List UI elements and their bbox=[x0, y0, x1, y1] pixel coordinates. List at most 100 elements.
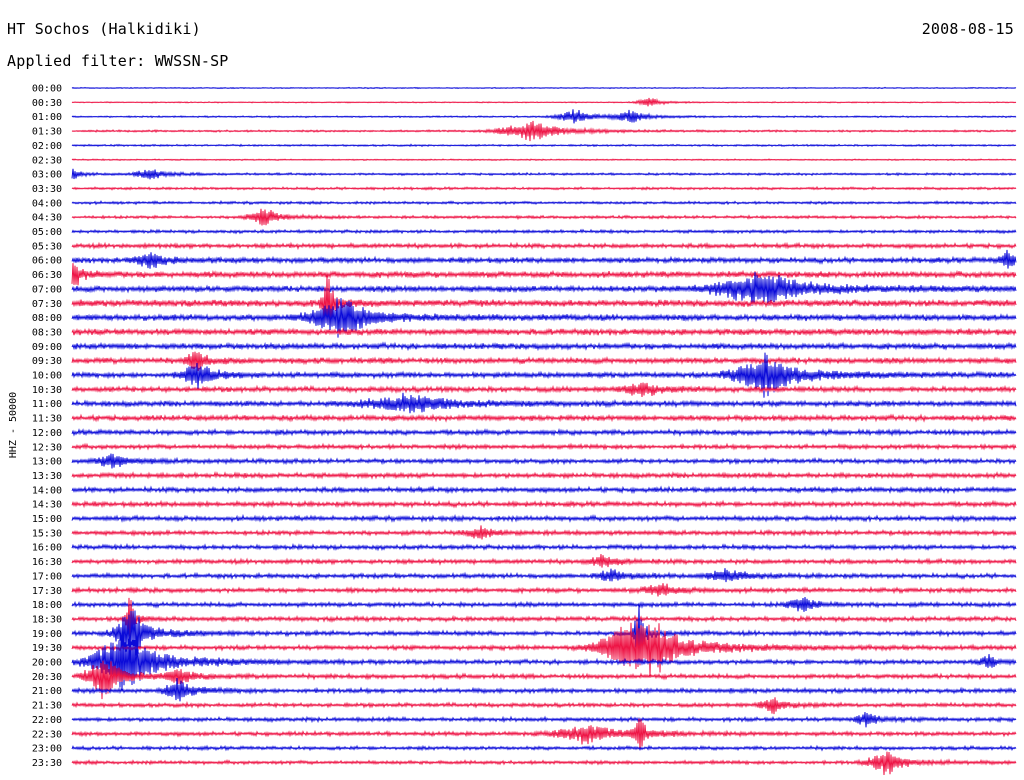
trace-row bbox=[71, 453, 1017, 469]
row-label: 03:30 bbox=[32, 184, 62, 195]
trace-row bbox=[71, 275, 1017, 326]
trace-row bbox=[71, 341, 1017, 352]
trace-row bbox=[71, 471, 1017, 480]
trace-row bbox=[71, 631, 1017, 692]
row-label: 07:00 bbox=[32, 284, 62, 295]
row-label: 23:00 bbox=[32, 744, 62, 755]
row-label: 16:30 bbox=[32, 557, 62, 568]
row-label: 14:00 bbox=[32, 485, 62, 496]
row-label: 05:00 bbox=[32, 227, 62, 238]
row-label: 18:00 bbox=[32, 600, 62, 611]
trace-row bbox=[71, 327, 1017, 337]
row-label: 22:00 bbox=[32, 715, 62, 726]
trace-row bbox=[71, 712, 1017, 728]
row-label: 02:00 bbox=[32, 141, 62, 152]
row-label: 21:30 bbox=[32, 701, 62, 712]
trace-row bbox=[71, 200, 1017, 206]
row-label: 12:30 bbox=[32, 442, 62, 453]
row-label: 15:30 bbox=[32, 528, 62, 539]
row-label: 13:00 bbox=[32, 457, 62, 468]
row-label: 07:30 bbox=[32, 299, 62, 310]
row-label: 22:30 bbox=[32, 729, 62, 740]
row-label: 00:30 bbox=[32, 98, 62, 109]
trace-row bbox=[71, 382, 1017, 398]
row-label: 08:30 bbox=[32, 327, 62, 338]
row-label: 13:30 bbox=[32, 471, 62, 482]
trace-row bbox=[71, 263, 1017, 286]
trace-row bbox=[71, 249, 1017, 269]
row-label: 15:00 bbox=[32, 514, 62, 525]
row-label: 01:30 bbox=[32, 127, 62, 138]
trace-row bbox=[71, 351, 1017, 371]
trace-row bbox=[71, 597, 1017, 637]
row-label: 04:00 bbox=[32, 198, 62, 209]
trace-row bbox=[71, 241, 1017, 251]
trace-row bbox=[71, 718, 1017, 751]
trace-group bbox=[71, 86, 1017, 776]
row-label: 20:00 bbox=[32, 658, 62, 669]
row-label: 04:30 bbox=[32, 213, 62, 224]
filter-label: Applied filter: WWSSN-SP bbox=[7, 52, 229, 70]
row-label: 17:00 bbox=[32, 571, 62, 582]
row-label: 21:00 bbox=[32, 686, 62, 697]
row-label: 02:30 bbox=[32, 155, 62, 166]
trace-row bbox=[71, 554, 1017, 568]
trace-row bbox=[71, 604, 1017, 663]
trace-row bbox=[71, 744, 1017, 752]
trace-row bbox=[71, 86, 1017, 90]
trace-row bbox=[71, 143, 1017, 148]
row-label: 16:00 bbox=[32, 543, 62, 554]
trace-row bbox=[71, 228, 1017, 235]
row-label: 12:00 bbox=[32, 428, 62, 439]
trace-row bbox=[71, 485, 1017, 495]
row-label: 09:30 bbox=[32, 356, 62, 367]
row-label: 19:30 bbox=[32, 643, 62, 654]
row-label: 18:30 bbox=[32, 614, 62, 625]
trace-row bbox=[71, 185, 1017, 191]
row-label: 11:30 bbox=[32, 414, 62, 425]
row-label: 06:30 bbox=[32, 270, 62, 281]
row-label: 08:00 bbox=[32, 313, 62, 324]
trace-row bbox=[71, 97, 1017, 107]
trace-row bbox=[71, 208, 1017, 226]
date-label: 2008-08-15 bbox=[921, 20, 1014, 38]
trace-row bbox=[71, 525, 1017, 540]
trace-row bbox=[71, 660, 1017, 700]
trace-row bbox=[71, 427, 1017, 438]
trace-row bbox=[71, 751, 1017, 776]
trace-row bbox=[71, 298, 1017, 338]
trace-row bbox=[71, 352, 1017, 398]
row-label: 05:30 bbox=[32, 241, 62, 252]
trace-row bbox=[71, 583, 1017, 597]
trace-row bbox=[71, 271, 1017, 306]
row-label-group: 00:00 00:30 01:00 01:30 02:00 02:30 03:00 03:30… bbox=[32, 84, 62, 769]
row-label: 10:00 bbox=[32, 371, 62, 382]
row-label: 09:00 bbox=[32, 342, 62, 353]
row-label: 17:30 bbox=[32, 586, 62, 597]
row-label: 00:00 bbox=[32, 84, 62, 95]
row-label: 11:00 bbox=[32, 399, 62, 410]
trace-row bbox=[71, 158, 1017, 162]
trace-row bbox=[71, 513, 1017, 523]
trace-row bbox=[71, 392, 1017, 414]
trace-row bbox=[71, 596, 1017, 612]
trace-row bbox=[71, 168, 1017, 180]
trace-row bbox=[71, 442, 1017, 451]
trace-row bbox=[71, 120, 1017, 142]
row-label: 10:30 bbox=[32, 385, 62, 396]
trace-row bbox=[71, 621, 1017, 678]
row-label: 19:00 bbox=[32, 629, 62, 640]
trace-row bbox=[71, 677, 1017, 702]
trace-row bbox=[71, 109, 1017, 124]
trace-row bbox=[71, 499, 1017, 509]
y-axis-label: HHZ - 50000 bbox=[8, 392, 19, 458]
row-label: 03:00 bbox=[32, 170, 62, 181]
row-label: 23:30 bbox=[32, 758, 62, 769]
trace-row bbox=[71, 697, 1017, 715]
row-label: 01:00 bbox=[32, 112, 62, 123]
trace-row bbox=[71, 413, 1017, 423]
row-label: 14:30 bbox=[32, 500, 62, 511]
row-label: 20:30 bbox=[32, 672, 62, 683]
trace-row bbox=[71, 542, 1017, 552]
